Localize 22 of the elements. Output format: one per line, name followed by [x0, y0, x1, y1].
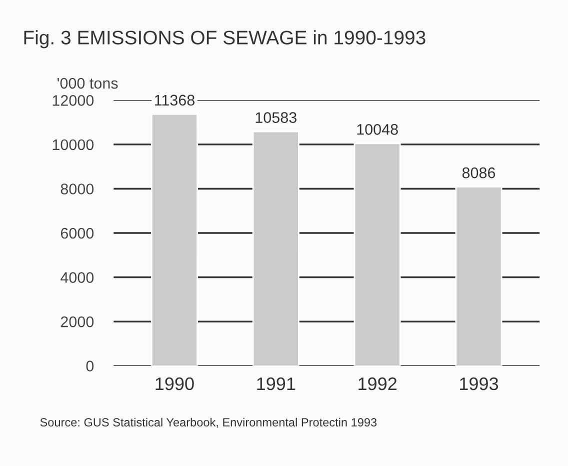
x-tick-label: 1992 [358, 377, 396, 390]
chart-title: Fig. 3 EMISSIONS OF SEWAGE in 1990-1993 [24, 30, 426, 48]
y-tick-label: 2000 [60, 316, 94, 328]
bar [252, 130, 300, 366]
y-tick-label: 10000 [52, 139, 94, 150]
data-label: 10583 [256, 112, 296, 123]
y-tick-label: 0 [86, 360, 94, 372]
bar [354, 142, 401, 366]
bar [455, 186, 502, 366]
y-axis-title: '000 tons [58, 78, 118, 89]
data-label: 11368 [154, 94, 194, 106]
data-label: 10048 [357, 124, 398, 135]
x-tick-label: 1990 [156, 377, 194, 390]
bar [150, 113, 198, 366]
x-tick-label: 1993 [460, 377, 498, 390]
data-label: 8086 [462, 167, 496, 178]
y-tick-label: 4000 [60, 272, 94, 283]
y-tick-label: 6000 [60, 228, 94, 239]
x-tick-label: 1991 [257, 377, 296, 390]
y-tick-label: 8000 [60, 184, 94, 194]
source-note: Source: GUS Statistical Yearbook, Environmental Protectin 1993 [40, 418, 377, 428]
y-tick-label: 12000 [52, 95, 94, 106]
